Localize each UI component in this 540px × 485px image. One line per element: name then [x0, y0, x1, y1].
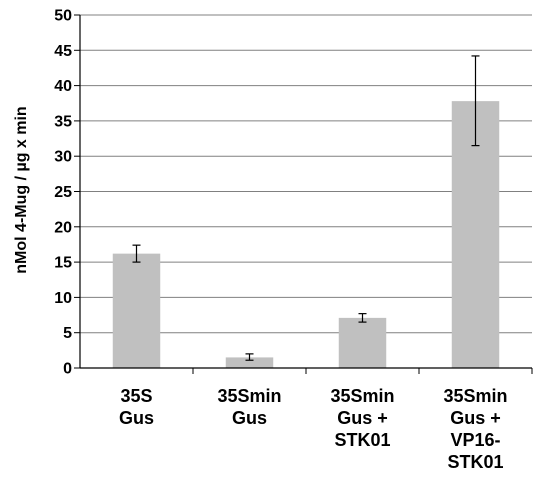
bar [112, 253, 161, 368]
y-tick-label: 50 [54, 8, 72, 25]
y-tick-label: 40 [54, 78, 72, 95]
x-tick-label: 35Smin Gus + VP16-STK01 [443, 386, 507, 472]
y-tick-label: 0 [63, 361, 72, 378]
y-tick-label: 5 [63, 325, 72, 342]
error-bars [132, 55, 480, 361]
x-tick-label: 35Smin Gus + STK01 [330, 386, 394, 450]
y-tick-label: 25 [54, 184, 72, 201]
bar [225, 357, 274, 368]
y-tick-label: 35 [54, 113, 72, 130]
y-axis-label: nMol 4-Mug / µg x min [13, 106, 30, 273]
y-tick-label: 30 [54, 149, 72, 166]
x-tick-label: 35Smin Gus [217, 386, 281, 428]
bar [338, 317, 387, 368]
x-tick-label: 35S Gus [119, 386, 154, 428]
y-tick-label: 10 [54, 290, 72, 307]
bars [112, 101, 500, 368]
axes [79, 15, 533, 374]
x-tick-labels: 35S Gus 35Smin Gus 35Smin Gus + STK01 35Smin Gus… [119, 386, 508, 472]
y-tick-label: 20 [54, 219, 72, 236]
y-tick-label: 45 [54, 43, 72, 60]
y-tick-labels: 0 5 10 15 20 25 30 35 40 45 50 [54, 8, 72, 378]
y-tick-label: 15 [54, 255, 72, 272]
